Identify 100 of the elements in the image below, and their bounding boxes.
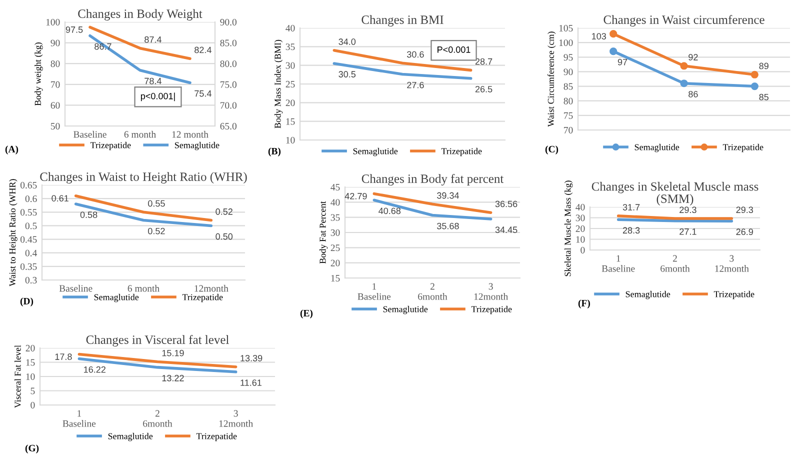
data-label: 97.5 <box>66 26 83 33</box>
data-label: 35.68 <box>437 222 459 230</box>
y-tick-label: 20 <box>286 100 295 106</box>
legend-label: Semaglutide <box>626 290 670 300</box>
y-tick-label: 30 <box>330 229 340 236</box>
x-tick-label: 1 Baseline <box>602 255 635 272</box>
x-tick-label: Baseline <box>74 130 106 138</box>
x-tick-label: 1 Baseline <box>62 410 96 427</box>
y-tick-label: 0.65 <box>20 182 37 189</box>
legend-label: Trizepatide <box>471 306 512 314</box>
data-label: 28.7 <box>475 58 492 65</box>
data-label: 13.39 <box>240 354 262 362</box>
y-axis-title: Body Fat Percent <box>319 201 328 264</box>
y-tick-label: 105 <box>559 24 573 32</box>
x-tick-label: 6 month <box>124 130 156 138</box>
y-tick-label: 100 <box>46 18 60 26</box>
y-tick-label: 90 <box>50 40 60 46</box>
chart-title: Changes in Body Weight <box>78 9 202 21</box>
point <box>680 80 688 88</box>
x-tick-label: 2 6month <box>660 255 690 272</box>
data-label: 0.61 <box>52 195 68 202</box>
y-tick-label: 30 <box>286 62 295 69</box>
data-label: 86 <box>688 90 698 98</box>
x-tick-label: 3 12month <box>219 410 253 427</box>
y-tick-label: 25 <box>330 244 340 252</box>
y-tick-label: 0 <box>30 402 35 408</box>
data-label: 34.0 <box>338 38 356 45</box>
y-tick-label: 0.6 <box>25 195 37 202</box>
legend-label: Trizepatide <box>182 294 223 302</box>
data-label: 89 <box>759 62 768 70</box>
y-tick-label: 80 <box>50 60 60 68</box>
data-label: 31.7 <box>622 204 640 210</box>
data-label: 26.9 <box>736 228 753 236</box>
legend-label: Semaglutide <box>634 144 680 152</box>
y-tick-label: 10 <box>286 136 295 144</box>
y-tick-label: 40 <box>286 24 295 32</box>
data-label: 40.68 <box>378 208 401 214</box>
data-label: 30.5 <box>338 71 356 78</box>
x-tick-label: Baseline <box>59 284 92 292</box>
y-tick-label: 40 <box>330 199 340 206</box>
y2-tick-label: 70.0 <box>220 102 237 109</box>
y-tick-label: 5 <box>30 388 35 394</box>
x-tick-label: 12month <box>194 284 228 292</box>
data-label: 34.45 <box>495 226 518 233</box>
y-tick-label: 0.35 <box>20 263 37 270</box>
y-tick-label: 35 <box>330 214 340 221</box>
annotation: p<0.001| <box>140 92 175 102</box>
data-label: 27.6 <box>407 82 424 88</box>
y-tick-label: 0 <box>580 246 585 254</box>
chart-title: Changes in Waist to Height Ratio (WHR) <box>40 172 247 184</box>
chart-title: Changes in Waist circumference <box>604 15 764 27</box>
text: (D) <box>20 298 34 306</box>
x-tick-label: 3 12month <box>715 255 749 272</box>
point <box>610 48 618 56</box>
data-label: 78.4 <box>144 78 162 84</box>
y-tick-label: 15 <box>286 118 295 125</box>
text: (A) <box>5 146 18 154</box>
y-axis-title: Body weight (kg) <box>34 42 43 106</box>
legend-label: Trizepatide <box>714 290 754 300</box>
data-label: 36.56 <box>495 200 518 208</box>
y-tick-label: 20 <box>576 225 585 232</box>
y-tick-label: 45 <box>330 184 340 190</box>
y-tick-label: 0.5 <box>25 222 37 230</box>
y2-tick-label: 80.0 <box>220 60 237 68</box>
data-label: 75.4 <box>194 90 212 97</box>
data-label: 26.5 <box>475 86 492 92</box>
y-tick-label: 25 <box>286 80 295 88</box>
y2-tick-label: 75.0 <box>220 81 237 88</box>
chart-title: Changes in Visceral fat level <box>86 335 229 347</box>
legend-label: Trizepatide <box>722 144 764 152</box>
y-tick-label: 85 <box>564 83 573 90</box>
chart-title: Changes in BMI <box>362 15 444 27</box>
text: (C) <box>545 146 558 154</box>
data-label: 15.19 <box>162 350 184 356</box>
y-axis-title: Waist Circumference (cm) <box>548 32 556 127</box>
y-tick-label: 70 <box>51 81 60 88</box>
x-tick-label: 6 month <box>128 284 160 292</box>
data-label: 16.22 <box>84 366 106 373</box>
legend-label: Semaglutide <box>108 432 153 442</box>
y-tick-label: 15 <box>331 274 340 282</box>
legend-label: Semaglutide <box>383 306 428 314</box>
text: (G) <box>25 444 39 454</box>
data-label: 42.79 <box>344 192 367 200</box>
y-tick-label: 30 <box>576 214 585 222</box>
point <box>680 62 688 70</box>
y-tick-label: 70 <box>564 126 573 134</box>
y-tick-label: 10 <box>26 373 35 380</box>
data-label: 39.34 <box>437 192 459 199</box>
data-label: 30.6 <box>407 51 424 58</box>
data-label: 97 <box>618 58 628 66</box>
x-tick-label: 1 Baseline <box>358 283 391 300</box>
y2-tick-label: 85.0 <box>220 40 237 46</box>
data-label: 0.52 <box>216 208 232 215</box>
y-tick-label: 60 <box>50 102 60 109</box>
data-label: 29.3 <box>736 206 754 214</box>
data-label: 92 <box>688 54 698 60</box>
y-axis-title: Skeletal Muscle Mass (kg) <box>564 180 573 276</box>
y-tick-label: 0.3 <box>25 276 37 284</box>
y-tick-label: 0.4 <box>25 250 37 256</box>
annotation: P<0.001 <box>438 46 470 53</box>
